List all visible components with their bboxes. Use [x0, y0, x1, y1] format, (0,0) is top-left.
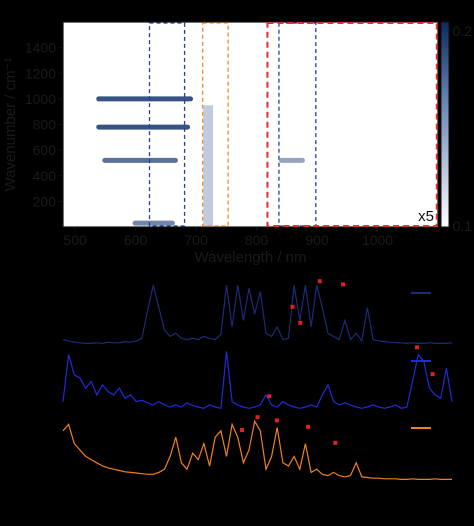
y-tick-label: 600: [33, 142, 57, 158]
peak-marker: [290, 304, 295, 309]
y-tick-label: 200: [33, 193, 57, 209]
heatmap-dashed-rectangle: [148, 22, 186, 227]
colorbar-tick-label: 0.1: [453, 218, 473, 234]
y-tick-label: 1000: [25, 91, 56, 107]
heatmap-x-ticks: 500 600 700 800 900 1000: [63, 227, 393, 248]
peak-marker: [239, 428, 244, 432]
peak-marker: [255, 415, 260, 420]
x-tick-label: 700: [184, 232, 208, 248]
spectra-peak-markers: [239, 279, 435, 445]
peak-marker: [274, 418, 279, 423]
heatmap-band: [96, 124, 191, 130]
heatmap-band: [278, 157, 305, 163]
magnification-annotation: x5: [418, 208, 434, 225]
spectrum-line: [62, 285, 453, 345]
peak-marker: [341, 282, 346, 287]
peak-marker: [430, 372, 435, 377]
heatmap-panel: 500 600 700 800 900 1000 200 400 600 800 1000 1200…: [2, 21, 473, 266]
heatmap-rectangles: [148, 22, 438, 227]
x-tick-label: 800: [245, 232, 269, 248]
y-tick-label: 400: [33, 168, 57, 184]
peak-marker: [267, 394, 272, 399]
heatmap-plot-area: [62, 21, 439, 228]
peak-marker: [333, 440, 338, 445]
heatmap-y-ticks: 200 400 600 800 1000 1200 1400: [25, 40, 63, 209]
peak-marker: [306, 424, 311, 429]
heatmap-band: [102, 157, 178, 163]
x-tick-label: 600: [124, 232, 148, 248]
spectra-lines: [62, 285, 453, 480]
x-tick-label: 500: [63, 232, 87, 248]
y-tick-label: 1400: [25, 40, 56, 56]
heatmap-band: [132, 220, 175, 226]
heatmap-bands: [96, 96, 305, 227]
y-tick-label: 1200: [25, 65, 56, 81]
heatmap-dashed-rectangle: [266, 22, 438, 227]
x-tick-label: 1000: [362, 232, 393, 248]
spectrum-line: [62, 351, 453, 410]
colorbar-tick-label: 0.2: [453, 23, 473, 39]
y-tick-label: 800: [33, 117, 57, 133]
colorbar-gradient: [440, 21, 450, 228]
heatmap-vertical-streak: [203, 105, 213, 227]
peak-marker: [414, 345, 419, 350]
spectrum-line: [62, 419, 452, 480]
heatmap-band: [96, 96, 194, 102]
y-axis-label: Wavenumber / cm⁻¹: [2, 57, 19, 191]
x-tick-label: 900: [305, 232, 329, 248]
heatmap-dashed-rectangle: [278, 22, 317, 227]
spectra-panel: [62, 279, 453, 480]
x-axis-label: Wavelength / nm: [195, 249, 307, 266]
peak-marker: [298, 320, 303, 325]
colorbar: 0.1 0.2: [440, 21, 473, 234]
heatmap-dashed-rectangle: [202, 22, 229, 227]
spectra-legend: [411, 292, 431, 429]
peak-marker: [317, 279, 322, 284]
